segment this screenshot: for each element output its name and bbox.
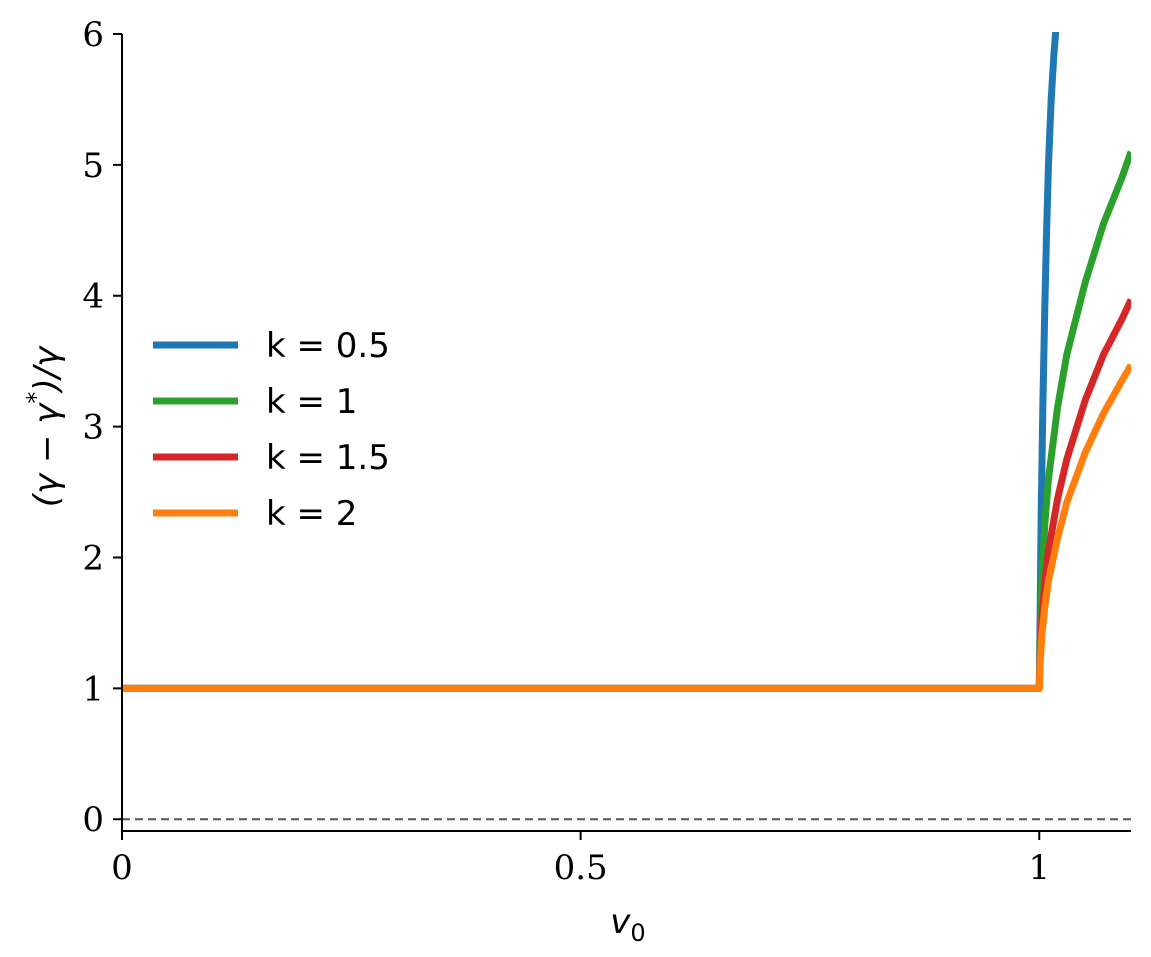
x-tick-label: 0 [111, 848, 133, 888]
ticks: 0 0.5 1 0 1 2 3 4 5 6 [82, 15, 1050, 888]
legend-label: k = 2 [266, 494, 357, 534]
y-tick-label: 1 [82, 669, 104, 709]
y-tick-label: 4 [82, 277, 104, 317]
y-tick-label: 2 [82, 538, 104, 578]
y-tick-label: 3 [82, 408, 104, 448]
y-tick-label: 6 [82, 15, 104, 55]
legend-label: k = 1.5 [266, 438, 390, 478]
series-line-0 [122, 32, 1060, 692]
x-tick-label: 1 [1028, 848, 1050, 888]
legend: k = 0.5 k = 1 k = 1.5 k = 2 [153, 326, 390, 534]
y-tick-label: 0 [82, 800, 104, 840]
y-tick-label: 5 [82, 146, 104, 186]
axes [121, 34, 1131, 832]
plot-lines [122, 32, 1131, 821]
series-line-3 [122, 363, 1131, 692]
legend-label: k = 0.5 [266, 326, 390, 366]
legend-label: k = 1 [266, 382, 357, 422]
x-axis-label: v0 [610, 902, 645, 947]
x-tick-label: 0.5 [554, 848, 608, 888]
y-axis-label: (γ − γ*)/γ [22, 345, 67, 507]
